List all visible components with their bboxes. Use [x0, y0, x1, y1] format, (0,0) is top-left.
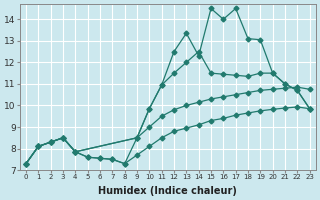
X-axis label: Humidex (Indice chaleur): Humidex (Indice chaleur) [98, 186, 237, 196]
